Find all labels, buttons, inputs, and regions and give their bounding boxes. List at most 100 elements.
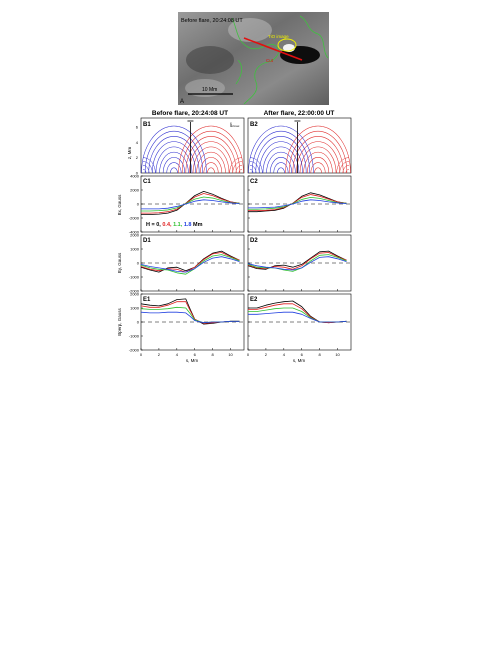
- y-tick-label: 0: [137, 261, 140, 266]
- xlabel-right: s, Mm: [293, 358, 305, 363]
- contour-neg: [170, 167, 178, 174]
- contour-neg: [249, 161, 260, 174]
- y-tick-label: 4000: [130, 174, 140, 179]
- y-tick-label: 1000: [130, 306, 140, 311]
- series-line-1: [140, 252, 240, 273]
- contour-pos: [229, 157, 243, 174]
- jz-sub: zmax: [232, 124, 240, 128]
- legend-h0: 0,: [156, 222, 161, 228]
- series-line-3: [248, 199, 347, 209]
- x-tick-label: 10: [228, 352, 233, 357]
- series-line-3: [141, 199, 240, 210]
- contour-neg: [162, 157, 186, 174]
- panel-d2-label: D2: [250, 238, 258, 244]
- contour-neg: [249, 168, 254, 174]
- contour-pos: [178, 125, 244, 174]
- y-tick-label: 0: [137, 202, 140, 207]
- tio-region-ellipse: [277, 38, 297, 52]
- z-ticks: 0 2 4 6: [136, 125, 139, 176]
- contour-pos: [292, 136, 344, 174]
- tio-light-patch: [228, 18, 272, 42]
- tio-light-patch-2: [185, 79, 225, 97]
- legend: H = 0, 0.4, 1.1, 1.8 Mm: [146, 222, 203, 228]
- contour-neg: [259, 141, 303, 174]
- contour-neg: [148, 136, 200, 174]
- y-tick-label: -1000: [129, 275, 140, 280]
- tio-dark-patch: [186, 46, 234, 74]
- contour-pos: [288, 131, 348, 174]
- y-tick-label: -2000: [129, 216, 140, 221]
- contour-pos: [181, 131, 241, 174]
- ylabel-d: By, Gauss: [117, 252, 122, 273]
- panel-a: Before flare, 20:24:08 UT TiO image Cut …: [178, 12, 329, 105]
- contour-pos: [314, 167, 322, 174]
- chart-c2: C2: [247, 175, 352, 233]
- contour-neg: [249, 157, 263, 174]
- panel-b2-frame: [247, 117, 352, 174]
- contour-neg: [277, 167, 285, 174]
- contour-neg: [249, 165, 257, 174]
- series-line-2: [141, 196, 240, 212]
- chart-d2: D2: [247, 234, 352, 292]
- series-line-1: [141, 193, 240, 214]
- column-title-left: Before flare, 20:24:08 UT: [152, 110, 228, 117]
- chart-e2: 0 2 4 6 8 10 E2: [247, 293, 352, 357]
- z-tick-label: 0: [136, 171, 139, 176]
- series-line-3: [248, 311, 347, 323]
- series-line-3: [140, 256, 240, 273]
- panel-a-letter: A: [180, 99, 184, 105]
- contour-pos: [207, 167, 215, 174]
- contour-neg: [266, 151, 296, 174]
- contour-lines-b1: [141, 120, 244, 174]
- chart-c1: 4000 2000 0 -2000 -4000 C1: [129, 174, 245, 235]
- y-tick-label: -1000: [129, 334, 140, 339]
- x-tick-label: 6: [301, 352, 304, 357]
- series-line-0: [248, 192, 347, 213]
- x-tick-label: 6: [194, 352, 197, 357]
- panel-b1-label: B1: [143, 122, 151, 128]
- contour-lines-b2: [248, 120, 351, 174]
- series-line-1: [247, 252, 347, 270]
- x-tick-label: 2: [158, 352, 161, 357]
- pil-contour: [231, 15, 329, 105]
- z-tick-label: 4: [136, 140, 139, 145]
- contour-pos: [306, 157, 330, 174]
- legend-h2: 1.1,: [173, 222, 183, 228]
- series-line-2: [248, 196, 347, 210]
- ylabel-b: z, Mm: [127, 147, 132, 159]
- series-line-1: [248, 303, 347, 324]
- series-line-3: [247, 256, 347, 271]
- contour-neg: [166, 162, 182, 174]
- panel-b1-frame: [140, 117, 245, 174]
- contour-pos: [345, 168, 350, 174]
- series-line-3: [140, 311, 240, 324]
- y-tick-label: -4000: [129, 230, 140, 235]
- contour-neg: [142, 165, 150, 174]
- x-tick-label: 4: [283, 352, 286, 357]
- z-tick-label: 2: [136, 155, 139, 160]
- series-line-0: [141, 191, 240, 215]
- tio-label: TiO image: [268, 34, 289, 39]
- y-tick-label: -2000: [129, 289, 140, 294]
- contour-neg: [159, 151, 189, 174]
- y-tick-label: 2000: [130, 233, 140, 238]
- x-tick-label: 8: [319, 352, 322, 357]
- contour-pos: [310, 162, 326, 174]
- panel-e1-label: E1: [143, 297, 151, 303]
- contour-pos: [235, 165, 243, 174]
- x-tick-label: 0: [140, 352, 143, 357]
- y-tick-label: -2000: [129, 348, 140, 353]
- contour-pos: [189, 141, 233, 174]
- series-line-0: [247, 250, 347, 270]
- contour-neg: [248, 125, 314, 174]
- contour-neg: [141, 125, 207, 174]
- legend-h3: 1.8: [184, 222, 192, 228]
- series-line-2: [140, 254, 240, 275]
- panel-a-title: Before flare, 20:24:08 UT: [181, 18, 243, 24]
- x-tick-label: 8: [212, 352, 215, 357]
- cut-label: Cut: [266, 58, 274, 63]
- contour-neg: [273, 162, 289, 174]
- contour-neg: [142, 161, 153, 174]
- contour-pos: [336, 157, 350, 174]
